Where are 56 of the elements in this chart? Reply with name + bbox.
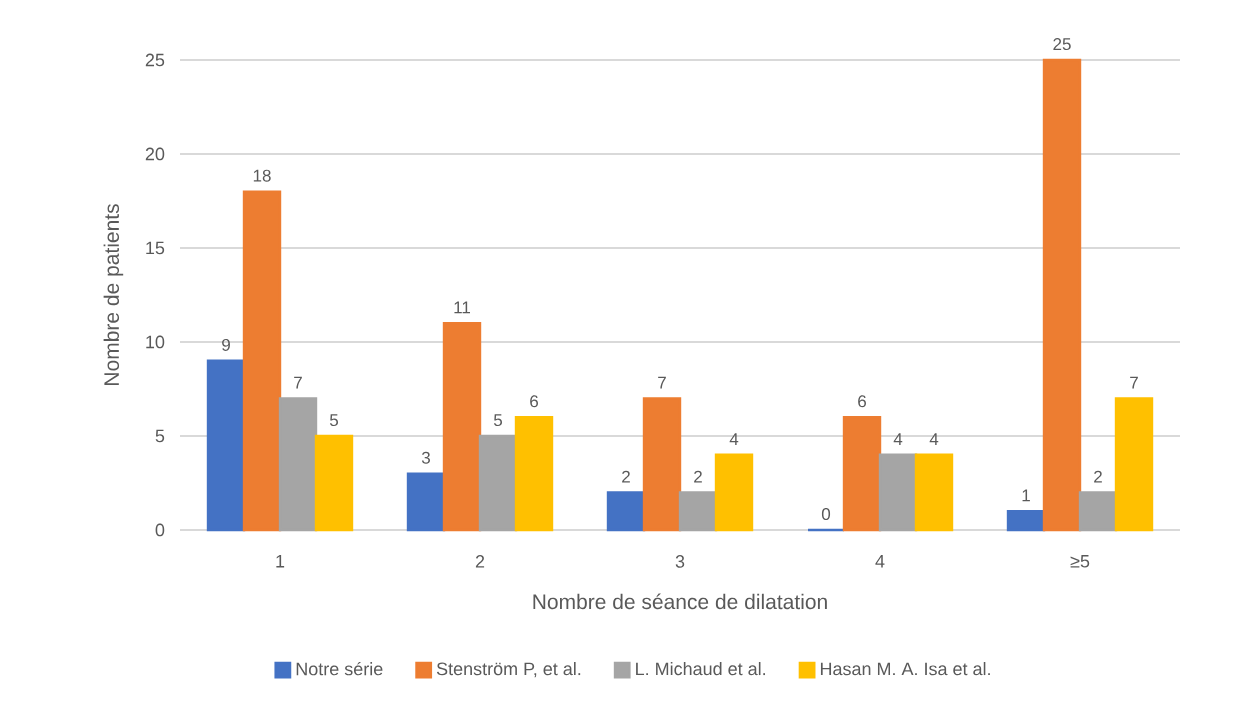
bar	[842, 415, 882, 532]
y-tick-label: 20	[145, 147, 165, 161]
data-label: 11	[454, 301, 470, 314]
x-tick-label: 4	[875, 555, 885, 568]
bar	[1042, 58, 1082, 532]
x-tick-label: 3	[675, 555, 685, 568]
bar	[242, 190, 282, 532]
data-label: 4	[893, 433, 903, 445]
bar	[714, 453, 754, 532]
y-tick-label: 25	[145, 53, 165, 67]
y-tick-label: 15	[146, 241, 165, 255]
legend-label: Hasan M. A. Isa et al.	[820, 662, 990, 676]
bar	[314, 434, 354, 532]
data-label: 1	[1022, 489, 1030, 502]
data-label: 7	[658, 376, 666, 389]
data-label: 2	[622, 470, 630, 483]
y-axis-title: Nombre de patients	[103, 204, 124, 385]
data-label: 6	[530, 395, 538, 408]
bar	[878, 453, 918, 532]
bar	[406, 472, 446, 532]
data-label: 3	[421, 451, 430, 464]
data-label: 7	[1130, 376, 1138, 389]
bar	[514, 415, 554, 532]
legend-label: Stenström P, et al.	[436, 662, 581, 678]
bar	[642, 397, 682, 532]
data-label: 9	[222, 338, 230, 351]
data-label: 5	[329, 414, 339, 427]
bar	[1006, 509, 1046, 532]
legend-label: Notre série	[296, 661, 383, 676]
data-label: 6	[858, 395, 866, 408]
data-label: 4	[929, 433, 939, 445]
x-axis-title: Nombre de séance de dilatation	[533, 593, 827, 610]
data-label: 5	[493, 414, 503, 427]
bar	[206, 359, 246, 532]
bar	[278, 397, 318, 532]
bar	[478, 434, 518, 532]
x-tick-label: 2	[475, 555, 485, 568]
data-label: 2	[694, 470, 702, 483]
y-tick-label: 5	[155, 429, 165, 443]
y-tick-label: 10	[146, 335, 165, 349]
data-label: 0	[821, 508, 831, 521]
data-label: 18	[253, 169, 271, 182]
bar	[442, 321, 482, 532]
y-tick-label: 0	[155, 523, 165, 537]
data-label: 4	[729, 433, 739, 445]
bar	[1114, 397, 1154, 532]
data-label: 7	[294, 376, 302, 389]
legend-label: L. Michaud et al.	[636, 662, 766, 676]
x-tick-label: ≥5	[1070, 555, 1090, 568]
data-label: 25	[1053, 38, 1071, 51]
bar	[914, 453, 954, 532]
bar	[606, 491, 646, 532]
x-tick-label: 1	[276, 555, 285, 568]
bar	[1078, 491, 1118, 532]
data-label: 2	[1094, 470, 1102, 483]
bar	[678, 491, 718, 532]
